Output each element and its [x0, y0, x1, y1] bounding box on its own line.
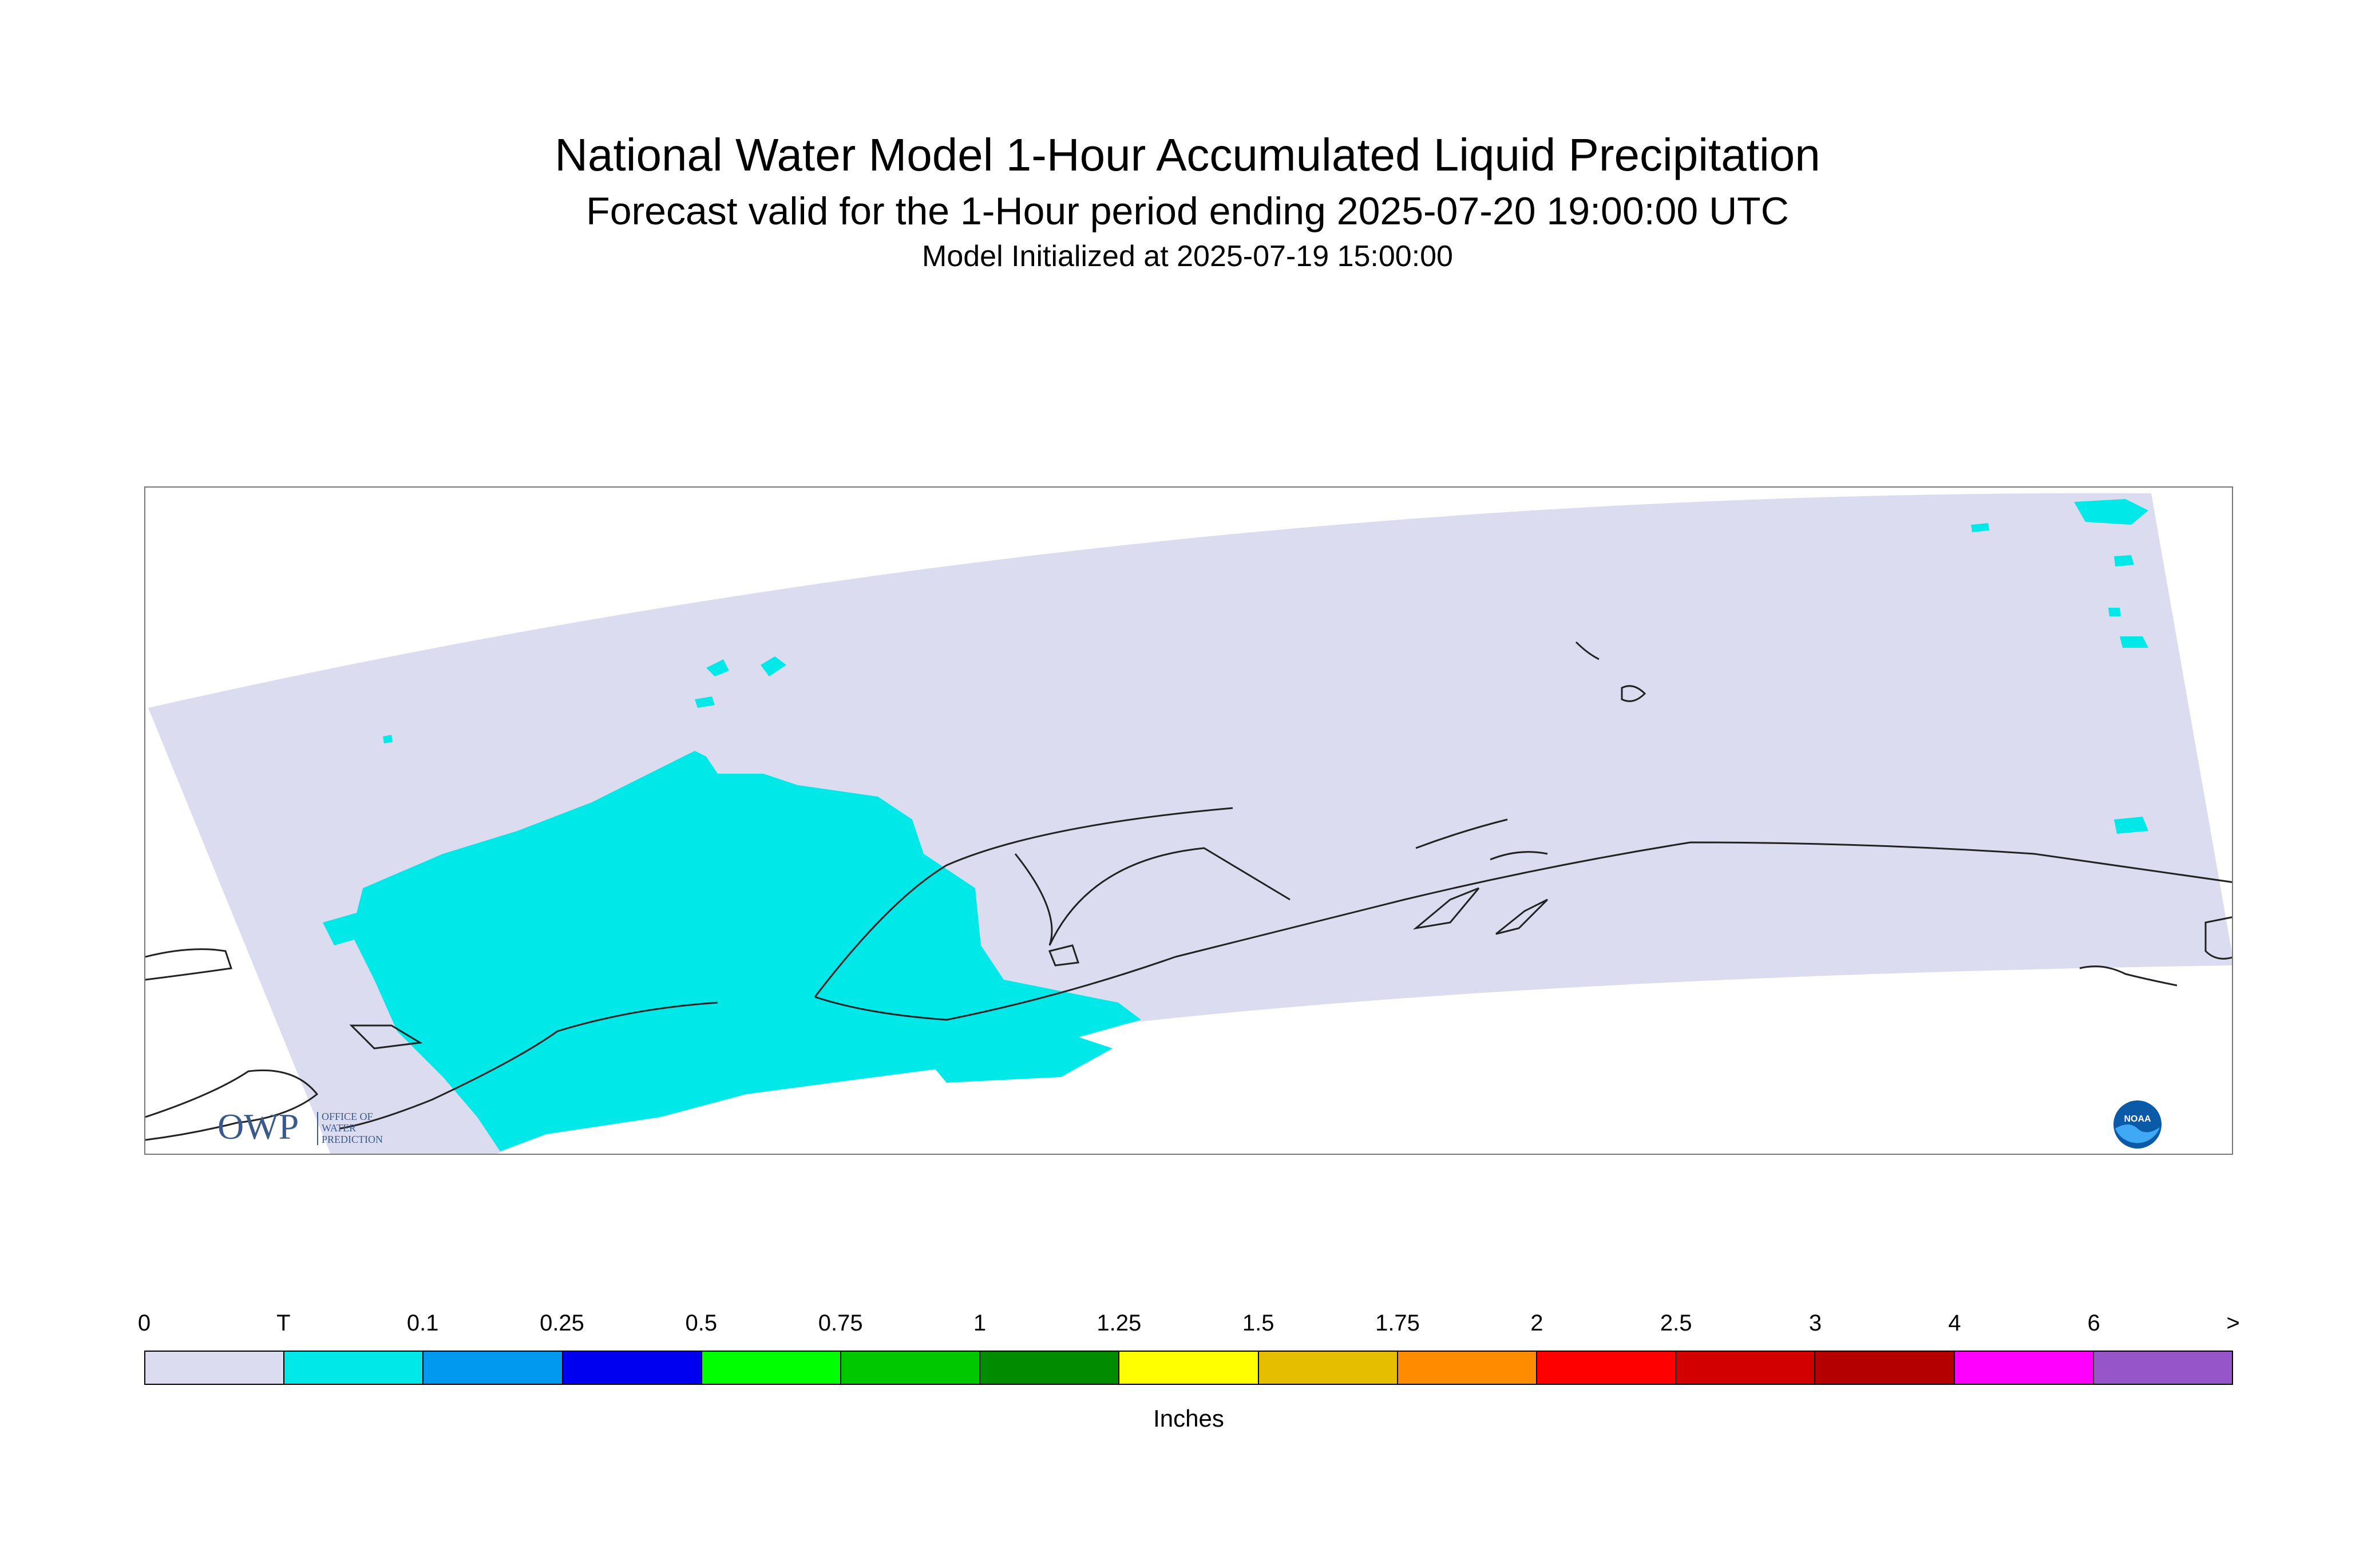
svg-text:OWP: OWP [217, 1107, 299, 1147]
legend-swatch [1398, 1352, 1538, 1384]
legend-tick-label: 4 [1948, 1310, 1961, 1336]
map-frame [144, 486, 2233, 1155]
legend-swatch [284, 1352, 424, 1384]
svg-text:PREDICTION: PREDICTION [322, 1134, 383, 1145]
legend-swatch [563, 1352, 702, 1384]
legend-tick-label: 0.75 [818, 1310, 863, 1336]
legend-tick-label: 0.5 [685, 1310, 718, 1336]
legend-swatch [1258, 1352, 1398, 1384]
legend-tick-label: 1.5 [1242, 1310, 1274, 1336]
trace-precip-areas [323, 499, 2148, 1151]
legend-swatch [2093, 1352, 2232, 1384]
legend-tick-label: 1.75 [1375, 1310, 1420, 1336]
legend-units-label: Inches [1153, 1405, 1224, 1432]
legend-swatch [1676, 1352, 1816, 1384]
legend-tick-label: > [2226, 1310, 2240, 1336]
legend-tick-label: 1.25 [1097, 1310, 1142, 1336]
legend-tick-label: 0 [137, 1310, 151, 1336]
model-init-line: Model Initialized at 2025-07-19 15:00:00 [922, 240, 1453, 273]
svg-text:NOAA: NOAA [2124, 1114, 2151, 1124]
coastlines [145, 641, 2232, 1141]
legend-swatch [841, 1352, 981, 1384]
owp-logo-image: OWP OFFICE OF WATER PREDICTION [217, 1106, 383, 1147]
legend-tick-label: 3 [1808, 1310, 1822, 1336]
precipitation-map [145, 493, 2232, 1154]
legend-tick-label: T [276, 1310, 291, 1336]
legend-swatch [1537, 1352, 1677, 1384]
noaa-logo: NOAA [2112, 1099, 2163, 1150]
legend-swatch [702, 1352, 842, 1384]
svg-text:OFFICE OF: OFFICE OF [322, 1111, 373, 1122]
legend-color-bar [144, 1351, 2233, 1385]
legend-swatch [980, 1352, 1120, 1384]
legend-swatch [1954, 1352, 2094, 1384]
legend-tick-label: 2 [1530, 1310, 1543, 1336]
legend-tick-label: 0.25 [540, 1310, 584, 1336]
legend-swatch [1119, 1352, 1259, 1384]
owp-logo: OWP OFFICE OF WATER PREDICTION [217, 1106, 423, 1147]
forecast-valid-subtitle: Forecast valid for the 1-Hour period end… [586, 189, 1789, 233]
legend-tick-label: 1 [973, 1310, 987, 1336]
legend-swatch [423, 1352, 563, 1384]
legend-swatch [1815, 1352, 1955, 1384]
legend-tick-label: 2.5 [1660, 1310, 1692, 1336]
legend-swatch [145, 1352, 285, 1384]
svg-text:WATER: WATER [322, 1122, 356, 1134]
precip-legend: 0 T 0.1 0.25 0.5 0.75 1 1.25 1.5 1.75 2 2.5 3 4 6 > Inc… [138, 1310, 2240, 1454]
legend-tick-label: 6 [2087, 1310, 2100, 1336]
noaa-logo-image: NOAA [2113, 1100, 2162, 1149]
page-title: National Water Model 1-Hour Accumulated … [555, 129, 1820, 180]
legend-tick-label: 0.1 [406, 1310, 439, 1336]
